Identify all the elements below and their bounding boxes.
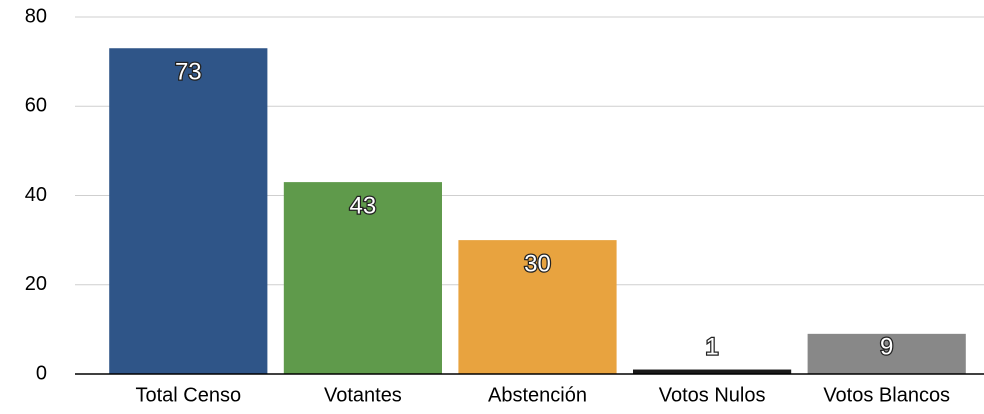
value-label: 9 bbox=[880, 333, 893, 360]
bar bbox=[283, 182, 442, 374]
y-tick-label: 20 bbox=[25, 273, 47, 295]
bar bbox=[109, 48, 268, 375]
x-tick-label: Votos Blancos bbox=[823, 384, 950, 406]
x-tick-label: Abstención bbox=[488, 384, 587, 406]
x-tick-label: Total Censo bbox=[135, 384, 241, 406]
y-tick-label: 60 bbox=[25, 95, 47, 117]
value-label: 73 bbox=[175, 59, 202, 86]
value-label: 1 bbox=[705, 333, 718, 360]
x-tick-label: Votantes bbox=[324, 384, 402, 406]
value-label: 30 bbox=[524, 250, 551, 277]
bar bbox=[807, 333, 966, 374]
y-tick-label: 40 bbox=[25, 184, 47, 206]
value-label: 43 bbox=[350, 192, 377, 219]
y-tick-label: 80 bbox=[25, 5, 47, 27]
bar bbox=[633, 369, 792, 374]
x-tick-label: Votos Nulos bbox=[659, 384, 766, 406]
y-tick-label: 0 bbox=[36, 362, 47, 384]
bar bbox=[458, 240, 617, 374]
